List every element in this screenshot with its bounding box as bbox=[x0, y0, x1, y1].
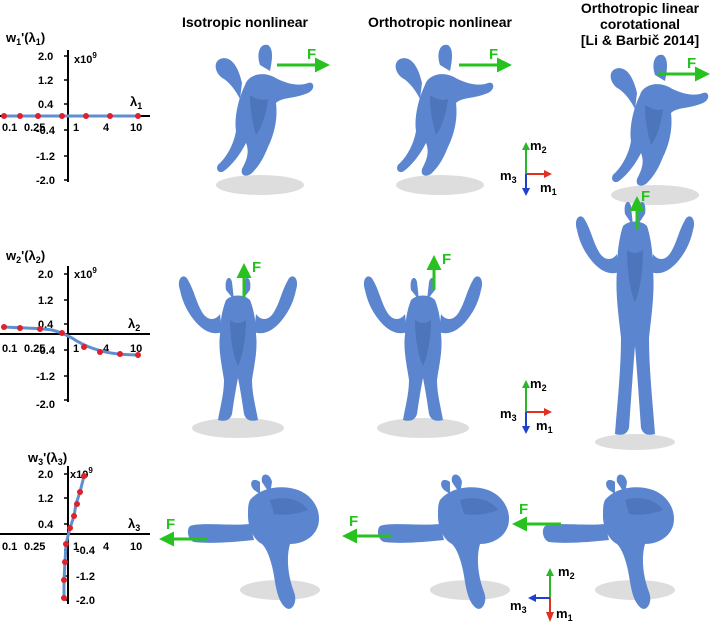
m1-label: m1 bbox=[556, 606, 573, 623]
ytick-label: 0.4 bbox=[38, 519, 54, 531]
force-arrow-icon: F bbox=[277, 46, 330, 73]
m3-label: m3 bbox=[510, 598, 527, 615]
m3-label: m3 bbox=[500, 406, 517, 423]
ytick-label: -1.2 bbox=[36, 151, 55, 163]
plot-w3: w3'(λ3) x109 2.0 1.2 0.4 -0.4 -1.2 -2.0 … bbox=[0, 430, 155, 630]
force-arrow-up-icon: F bbox=[426, 251, 451, 290]
plot-xlabel: λ3 bbox=[128, 516, 140, 533]
plot-w1: w1'(λ1) x109 2.0 1.2 0.4 -0.4 -1.2 -2.0 … bbox=[0, 0, 155, 200]
force-label: F bbox=[489, 46, 498, 63]
column-header-corotational: Orthotropic linear corotational [Li & Ba… bbox=[555, 0, 725, 48]
plot-scale: x109 bbox=[74, 51, 97, 66]
m2-label: m2 bbox=[558, 564, 575, 581]
ytick-label: -2.0 bbox=[76, 595, 95, 607]
xtick-label: 10 bbox=[130, 122, 142, 134]
plot-y-ticks bbox=[64, 273, 68, 401]
force-arrow-up-icon: F bbox=[236, 259, 261, 298]
force-label: F bbox=[519, 501, 528, 518]
ytick-label: 1.2 bbox=[38, 493, 53, 505]
xtick-label: 1 bbox=[73, 343, 79, 355]
plot-xlabel: λ1 bbox=[130, 94, 142, 111]
force-label: F bbox=[687, 55, 696, 72]
xtick-label: 4 bbox=[103, 122, 110, 134]
header-line: corotational bbox=[599, 16, 681, 32]
m1-label: m1 bbox=[536, 418, 553, 435]
ytick-label: -0.4 bbox=[76, 545, 96, 557]
xtick-label: 10 bbox=[130, 541, 142, 553]
armadillo-mesh bbox=[575, 201, 695, 450]
force-label: F bbox=[442, 251, 451, 268]
plot-points bbox=[61, 473, 87, 601]
header-line: [Li & Barbič 2014] bbox=[580, 32, 700, 48]
m2-label: m2 bbox=[530, 138, 547, 155]
coordinate-frame-icon: m2 m1 m3 bbox=[510, 564, 575, 623]
header-text: Orthotropic nonlinear bbox=[368, 14, 512, 30]
ytick-label: 2.0 bbox=[38, 51, 53, 63]
plot-xlabel: λ2 bbox=[128, 316, 140, 333]
xtick-label: 0.1 bbox=[2, 122, 17, 134]
xtick-label: 4 bbox=[103, 343, 110, 355]
ytick-label: 1.2 bbox=[38, 295, 53, 307]
plot-ylabel: w1'(λ1) bbox=[5, 30, 45, 47]
plot-points bbox=[1, 324, 141, 358]
column-header-isotropic: Isotropic nonlinear bbox=[160, 14, 330, 30]
xtick-label: 1 bbox=[73, 541, 79, 553]
xtick-label: 1 bbox=[73, 122, 79, 134]
ytick-label: 2.0 bbox=[38, 469, 53, 481]
ytick-label: -0.4 bbox=[36, 125, 56, 137]
ytick-label: -1.2 bbox=[36, 371, 55, 383]
m3-label: m3 bbox=[500, 168, 517, 185]
armadillo-mesh bbox=[187, 474, 320, 609]
force-arrow-icon: F bbox=[459, 46, 512, 73]
plot-ylabel: w3'(λ3) bbox=[27, 450, 67, 467]
xtick-label: 0.1 bbox=[2, 343, 17, 355]
ytick-label: -2.0 bbox=[36, 175, 55, 187]
plot-ylabel: w2'(λ2) bbox=[5, 248, 45, 265]
armadillo-orthotropic-row2 bbox=[355, 270, 505, 455]
force-label: F bbox=[349, 513, 358, 530]
armadillo-isotropic-row3 bbox=[187, 474, 340, 625]
force-label: F bbox=[307, 46, 316, 63]
force-arrow-left-icon: F bbox=[512, 501, 561, 532]
force-label: F bbox=[641, 188, 650, 205]
plot-w3-svg: w3'(λ3) x109 2.0 1.2 0.4 -0.4 -1.2 -2.0 … bbox=[0, 450, 150, 607]
m1-label: m1 bbox=[540, 180, 557, 197]
ytick-label: 2.0 bbox=[38, 269, 53, 281]
coordinate-frame-icon: m2 m1 m3 bbox=[500, 376, 553, 435]
xtick-label: 0.25 bbox=[24, 122, 45, 134]
xtick-label: 0.1 bbox=[2, 541, 17, 553]
xtick-label: 4 bbox=[103, 541, 110, 553]
plot-points bbox=[1, 113, 141, 119]
plot-w1-svg: w1'(λ1) x109 2.0 1.2 0.4 -0.4 -1.2 -2.0 … bbox=[0, 30, 150, 187]
force-arrow-icon: F bbox=[657, 55, 710, 82]
header-text: Isotropic nonlinear bbox=[181, 14, 308, 30]
plot-scale: x109 bbox=[74, 266, 97, 281]
xtick-label: 10 bbox=[130, 343, 142, 355]
ytick-label: -0.4 bbox=[36, 345, 56, 357]
plot-scale: x109 bbox=[70, 466, 93, 481]
plot-w2: w2'(λ2) x109 2.0 1.2 0.4 -0.4 -1.2 -2.0 … bbox=[0, 214, 155, 414]
force-arrow-left-icon: F bbox=[159, 516, 208, 547]
plot-w2-svg: w2'(λ2) x109 2.0 1.2 0.4 -0.4 -1.2 -2.0 … bbox=[0, 248, 150, 411]
xtick-label: 0.25 bbox=[24, 343, 45, 355]
armadillo-mesh bbox=[363, 276, 483, 438]
ytick-label: 1.2 bbox=[38, 75, 53, 87]
force-label: F bbox=[166, 516, 175, 533]
header-line: Orthotropic linear bbox=[580, 0, 700, 16]
force-label: F bbox=[252, 259, 261, 276]
m2-label: m2 bbox=[530, 376, 547, 393]
coordinate-frame-icon: m2 m1 m3 bbox=[500, 138, 557, 197]
force-arrow-left-icon: F bbox=[342, 513, 391, 544]
column-header-orthotropic: Orthotropic nonlinear bbox=[350, 14, 530, 30]
force-arrow-up-icon: F bbox=[629, 188, 650, 229]
xtick-label: 0.25 bbox=[24, 541, 45, 553]
armadillo-corotational-row2 bbox=[567, 201, 717, 475]
ytick-label: -1.2 bbox=[76, 571, 95, 583]
ytick-label: -2.0 bbox=[36, 399, 55, 411]
ytick-label: 0.4 bbox=[38, 99, 54, 111]
plot-y-ticks bbox=[64, 55, 68, 181]
